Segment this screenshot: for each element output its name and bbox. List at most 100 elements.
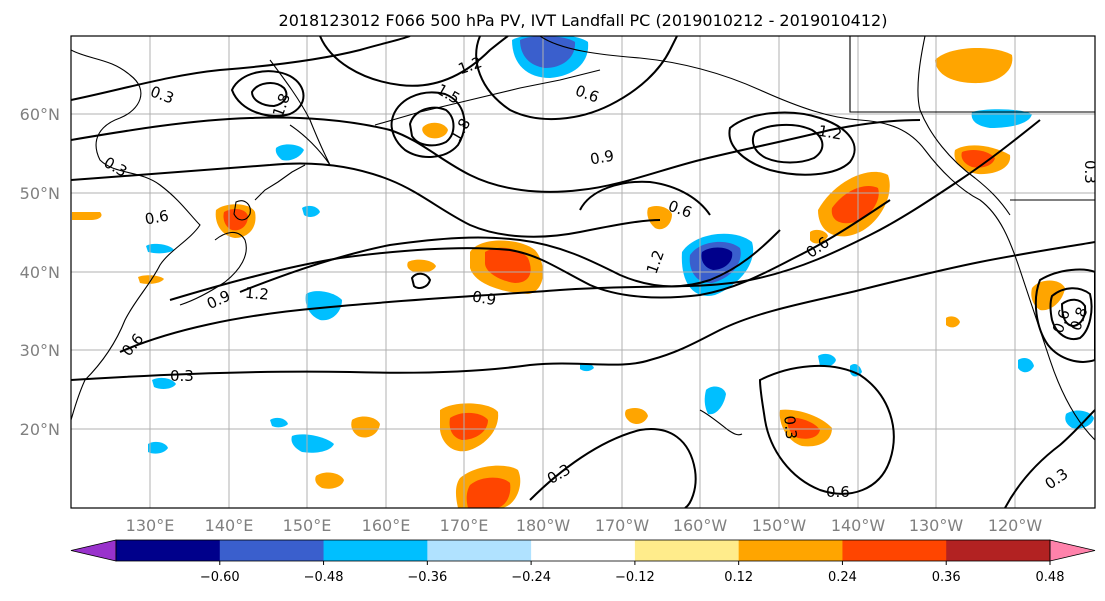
colorbar-min-extension bbox=[70, 539, 117, 562]
neg-patch bbox=[152, 377, 176, 389]
lon-label: 130°W bbox=[909, 516, 964, 535]
lat-label: 60°N bbox=[20, 105, 60, 124]
colorbar: −0.60 −0.48 −0.36 −0.24 −0.12 0.12 0.24 0.36 0.4… bbox=[70, 539, 1096, 585]
pos-patch bbox=[315, 472, 344, 489]
neg-patch bbox=[520, 36, 576, 68]
contour-se bbox=[1004, 409, 1095, 508]
neg-patch bbox=[270, 417, 288, 428]
lat-axis: 60°N 50°N 40°N 30°N 20°N bbox=[20, 105, 60, 439]
contour-label: 0.3 bbox=[780, 415, 800, 440]
contour-loop-e bbox=[728, 111, 856, 176]
pos-patch bbox=[935, 48, 1013, 84]
pos-patch bbox=[351, 416, 380, 438]
gridlines bbox=[71, 36, 1095, 508]
colorbar-tick-label: −0.36 bbox=[407, 570, 447, 585]
contour-north-1 bbox=[71, 36, 411, 101]
contour-label: 1.2 bbox=[244, 284, 269, 304]
colorbar-tick-label: 0.24 bbox=[828, 570, 857, 585]
contour-loop-a bbox=[230, 70, 305, 117]
pos-patch bbox=[787, 417, 820, 439]
lon-label: 150°W bbox=[752, 516, 807, 535]
contour-label: 0.6 bbox=[826, 483, 850, 501]
pos-patch bbox=[946, 316, 960, 328]
neg-patch bbox=[818, 353, 836, 367]
pos-patch bbox=[484, 247, 531, 283]
colorbar-tick-label: 0.36 bbox=[932, 570, 961, 585]
contour-loop-f bbox=[751, 124, 824, 164]
contour-loop-i bbox=[1060, 298, 1087, 328]
contour-label: 1.2 bbox=[817, 122, 844, 144]
lon-label: 130°E bbox=[126, 516, 175, 535]
lat-label: 20°N bbox=[20, 420, 60, 439]
neg-patch bbox=[1018, 358, 1034, 373]
colorbar-frame bbox=[115, 539, 1051, 562]
contour-03 bbox=[71, 241, 1095, 381]
pos-patch bbox=[961, 150, 995, 168]
neg-patch bbox=[305, 291, 342, 321]
colorbar-box bbox=[427, 540, 532, 561]
lon-label: 150°E bbox=[283, 516, 332, 535]
contour-label: 0.3 bbox=[170, 367, 194, 385]
kamchatka-coast bbox=[269, 59, 331, 166]
colorbar-tick-label: −0.24 bbox=[511, 570, 551, 585]
colorbar-box bbox=[946, 540, 1051, 561]
colorbar-box bbox=[842, 540, 947, 561]
pos-patch bbox=[647, 206, 672, 230]
colorbar-tick-label: −0.60 bbox=[200, 570, 240, 585]
figure-title: 2018123012 F066 500 hPa PV, IVT Landfall… bbox=[279, 11, 888, 30]
colorbar-box bbox=[323, 540, 428, 561]
lat-label: 30°N bbox=[20, 341, 60, 360]
contour-label: 0.9 bbox=[471, 287, 498, 309]
pos-patch bbox=[625, 408, 648, 424]
contour-arc-top bbox=[319, 36, 509, 87]
pos-patch bbox=[810, 229, 828, 244]
contour-low-loop bbox=[758, 365, 895, 495]
contour-label: 0.6 bbox=[143, 207, 170, 229]
contour-low-loop-2 bbox=[529, 428, 697, 508]
asia-coast bbox=[71, 49, 201, 421]
canada-coast bbox=[917, 36, 1011, 216]
colorbar-tick-label: 0.48 bbox=[1036, 570, 1065, 585]
neg-patch bbox=[146, 243, 174, 254]
colorbar-box bbox=[116, 540, 221, 561]
pv-contours bbox=[71, 36, 1095, 508]
aleutian-chain bbox=[374, 69, 601, 126]
lon-label: 140°E bbox=[205, 516, 254, 535]
colorbar-tick-label: 0.12 bbox=[724, 570, 753, 585]
contour-label: 0.3 bbox=[1081, 160, 1099, 184]
colorbar-box bbox=[738, 540, 843, 561]
neg-patch bbox=[291, 434, 334, 453]
japan-north bbox=[233, 200, 251, 221]
pos-patch bbox=[831, 186, 879, 224]
neg-patch bbox=[850, 364, 862, 377]
kuril-chain bbox=[254, 164, 306, 201]
pos-patch bbox=[422, 122, 448, 139]
neg-patch bbox=[1065, 410, 1094, 429]
colorbar-box bbox=[634, 540, 740, 561]
pos-patch bbox=[72, 212, 102, 220]
lon-label: 160°W bbox=[673, 516, 728, 535]
pos-patch bbox=[466, 477, 511, 508]
colorbar-box bbox=[531, 540, 636, 561]
map-panel: 0.3 0.3 0.3 0.3 0.3 0.3 0.3 0.6 0.6 0.6 … bbox=[71, 36, 1099, 508]
pv-shading bbox=[72, 36, 1094, 508]
lat-label: 40°N bbox=[20, 263, 60, 282]
lon-axis: 130°E 140°E 150°E 160°E 170°E 180°W 170°… bbox=[126, 516, 1043, 535]
lon-label: 170°W bbox=[595, 516, 650, 535]
lon-label: 140°W bbox=[831, 516, 886, 535]
contour-small-loop bbox=[410, 272, 432, 289]
lon-label: 180°W bbox=[516, 516, 571, 535]
neg-patch bbox=[148, 441, 168, 454]
contour-mid-loop bbox=[579, 180, 711, 216]
contour-loop-g bbox=[1034, 268, 1095, 363]
contour-12 bbox=[239, 229, 781, 293]
contour-06 bbox=[119, 119, 1041, 353]
neg-patch bbox=[275, 144, 304, 161]
contour-north-3 bbox=[71, 162, 661, 238]
pos-patch bbox=[223, 208, 248, 231]
contour-north-2 bbox=[71, 116, 921, 193]
contour-label: 0.9 bbox=[589, 147, 616, 169]
contour-loop-h bbox=[1049, 287, 1093, 340]
contour-arc-top-2 bbox=[475, 36, 678, 120]
